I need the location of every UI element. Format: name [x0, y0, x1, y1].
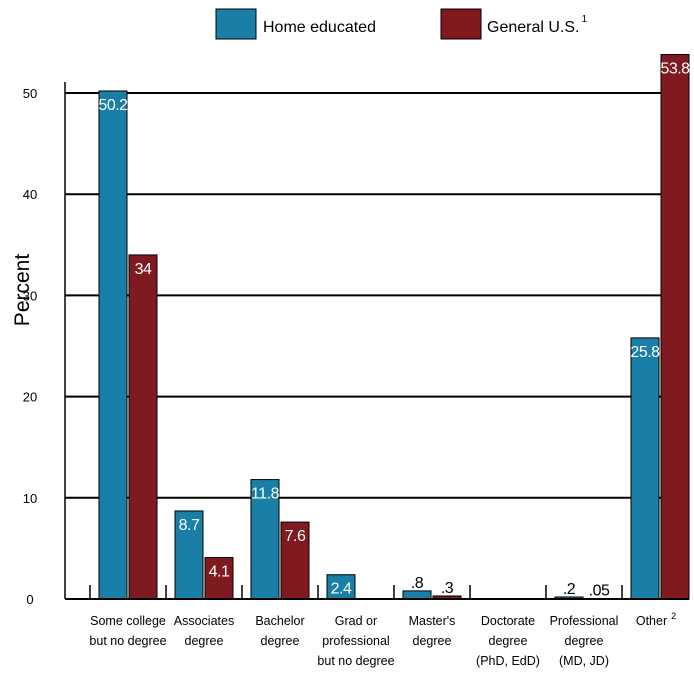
- bar-home-educated: [326, 574, 356, 600]
- legend-label: General U.S. 1: [487, 14, 587, 36]
- data-label: .05: [589, 582, 610, 599]
- x-tick-label: Doctorate: [481, 614, 535, 628]
- x-tick-label: but no degree: [317, 654, 394, 668]
- gridlines: [65, 92, 689, 499]
- x-tick-label: (MD, JD): [559, 654, 609, 668]
- x-tick-label: degree: [413, 634, 452, 648]
- footnote-marker: 1: [581, 14, 587, 25]
- x-tick-label: degree: [565, 634, 604, 648]
- bar-home-educated: [630, 337, 660, 600]
- bar-home-educated: [174, 510, 204, 600]
- bar-general-u-s-: [128, 254, 158, 600]
- x-tick-label: degree: [185, 634, 224, 648]
- x-tick-label: degree: [261, 634, 300, 648]
- bar-general-u-s-: [204, 557, 234, 600]
- x-tick-label: Some college: [90, 614, 166, 628]
- x-tick-label: Other 2: [636, 611, 676, 628]
- bar-home-educated: [402, 590, 432, 600]
- x-tick-label: Professional: [550, 614, 619, 628]
- legend: Home educated General U.S. 1: [215, 8, 587, 40]
- bar-home-educated: [98, 90, 128, 600]
- x-tick-label: (PhD, EdD): [476, 654, 540, 668]
- y-tick-label: 40: [23, 187, 37, 202]
- x-tick-label: degree: [489, 634, 528, 648]
- data-label: 4.1: [209, 564, 230, 581]
- x-tick-label: but no degree: [89, 634, 166, 648]
- x-tick-label: Associates: [174, 614, 234, 628]
- bar-general-u-s-: [280, 521, 310, 600]
- data-label: 2.4: [331, 581, 352, 598]
- data-label: .3: [441, 580, 454, 597]
- bars: 50.2 8.7 11.8 2.4 .8 .2 25.8 34 4.1 7.6 .3 .05 53.8: [98, 54, 691, 600]
- y-tick-label: 0: [26, 592, 33, 607]
- y-tick-label: 50: [23, 86, 37, 101]
- data-label: 50.2: [98, 97, 128, 114]
- legend-swatch: [215, 8, 257, 40]
- x-tick-label: professional: [322, 634, 389, 648]
- bar-general-u-s-: [660, 54, 690, 600]
- y-axis-label: Percent: [11, 254, 34, 327]
- data-label: 8.7: [179, 517, 200, 534]
- x-tick-label: Grad or: [335, 614, 377, 628]
- data-label: 34: [135, 261, 152, 278]
- data-label: 11.8: [251, 486, 280, 503]
- axes: 0 10 20 30 40 50 Some college but no degree Asso…: [23, 82, 689, 668]
- data-label: 25.8: [630, 344, 660, 361]
- legend-swatch: [440, 8, 482, 40]
- y-tick-label: 10: [23, 491, 37, 506]
- x-tick-label: Bachelor: [255, 614, 304, 628]
- legend-label: Home educated: [263, 19, 376, 36]
- x-tick-label: Master's: [409, 614, 456, 628]
- data-label: .2: [563, 581, 576, 598]
- footnote-marker: 2: [671, 611, 676, 621]
- data-label: 53.8: [660, 61, 690, 78]
- y-tick-label: 20: [23, 390, 37, 405]
- y-tick-label: 30: [23, 288, 37, 303]
- data-label: 7.6: [285, 528, 306, 545]
- data-label: .8: [411, 575, 424, 592]
